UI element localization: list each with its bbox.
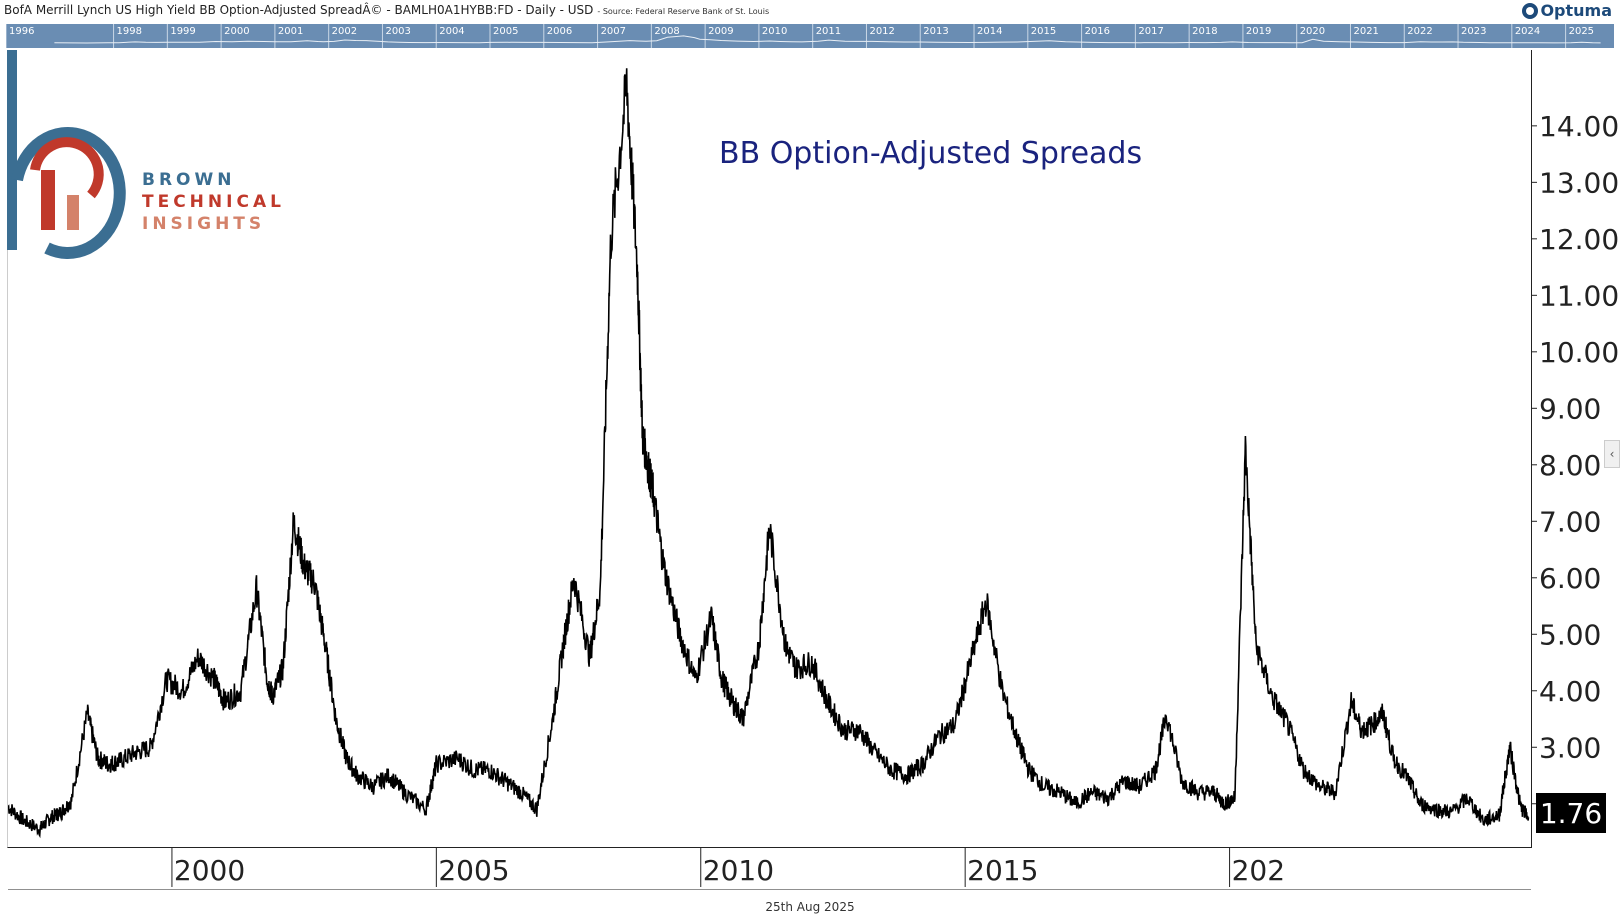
plot-area[interactable]: 14.00 13.00 12.00 11.00 10.00 9.00 8.00 7.00 6.0…	[7, 50, 1619, 890]
brand-logo: BROWN TECHNICAL INSIGHTS	[7, 50, 281, 270]
y-tick-label: 3.00	[1539, 731, 1601, 764]
overview-navigator[interactable]: 1996 1998 1999 2000 2001 2002 2003 2004 2005 2006…	[6, 24, 1614, 48]
series-line	[8, 68, 1530, 839]
overview-year-label: 2005	[493, 26, 518, 37]
overview-series-line	[54, 35, 1601, 44]
y-tick-label: 4.00	[1539, 675, 1601, 708]
overview-year-label: 2019	[1246, 26, 1271, 37]
overview-year-label: 2022	[1407, 26, 1432, 37]
overview-year-label: 2010	[762, 26, 787, 37]
overview-year-label: 2013	[923, 26, 948, 37]
overview-year-label: 2012	[869, 26, 894, 37]
y-tick-label: 9.00	[1539, 392, 1601, 425]
overview-year-label: 2015	[1031, 26, 1056, 37]
security-title: BofA Merrill Lynch US High Yield BB Opti…	[4, 3, 769, 17]
y-tick-label: 12.00	[1539, 223, 1619, 256]
optuma-logo: Optuma	[1522, 1, 1612, 20]
overview-year-label: 1999	[170, 26, 195, 37]
overview-year-label: 2025	[1569, 26, 1594, 37]
collapse-panel-button[interactable]: ‹	[1604, 440, 1620, 468]
bti-logo-icon	[7, 50, 126, 259]
overview-year-label: 2014	[977, 26, 1002, 37]
overview-year-label: 2006	[547, 26, 572, 37]
x-tick-label: 202	[1232, 854, 1285, 887]
overview-year-label: 2017	[1138, 26, 1163, 37]
y-tick-label: 6.00	[1539, 562, 1601, 595]
logo-line-insights: INSIGHTS	[142, 214, 266, 234]
chart-header: BofA Merrill Lynch US High Yield BB Opti…	[0, 0, 1620, 22]
y-tick-label: 13.00	[1539, 166, 1619, 199]
overview-year-label: 2001	[278, 26, 303, 37]
logo-line-brown: BROWN	[142, 170, 236, 190]
optuma-icon	[1522, 2, 1539, 19]
overview-year-label: 2023	[1461, 26, 1486, 37]
overview-year-label: 2004	[439, 26, 464, 37]
x-tick-label: 2005	[438, 854, 509, 887]
y-tick-label: 5.00	[1539, 618, 1601, 651]
y-tick-label: 10.00	[1539, 336, 1619, 369]
optuma-brand-text: Optuma	[1540, 1, 1612, 20]
data-source: - Source: Federal Reserve Bank of St. Lo…	[597, 7, 770, 16]
overview-year-label: 2002	[332, 26, 357, 37]
overview-year-label: 2000	[224, 26, 249, 37]
chart-date: 25th Aug 2025	[765, 900, 855, 914]
overview-year-label: 2024	[1515, 26, 1540, 37]
price-chart[interactable]: 14.00 13.00 12.00 11.00 10.00 9.00 8.00 7.00 6.0…	[8, 50, 1620, 890]
chevron-left-icon: ‹	[1609, 447, 1615, 461]
overview-year-label: 2020	[1300, 26, 1325, 37]
x-tick-label: 2010	[703, 854, 774, 887]
chart-title: BB Option-Adjusted Spreads	[719, 136, 1143, 171]
logo-line-technical: TECHNICAL	[142, 192, 285, 212]
overview-year-label: 2009	[708, 26, 733, 37]
last-value-badge: 1.76	[1536, 793, 1606, 833]
y-tick-label: 11.00	[1539, 279, 1619, 312]
x-tick-label: 2015	[967, 854, 1038, 887]
overview-year-label: 2003	[385, 26, 410, 37]
overview-year-label: 2011	[816, 26, 841, 37]
security-title-text: BofA Merrill Lynch US High Yield BB Opti…	[4, 3, 594, 17]
overview-year-label: 1998	[117, 26, 142, 37]
y-tick-label: 14.00	[1539, 110, 1619, 143]
y-tick-label: 8.00	[1539, 449, 1601, 482]
overview-strip[interactable]: 1996 1998 1999 2000 2001 2002 2003 2004 2005 2006…	[6, 24, 1614, 48]
x-tick-label: 2000	[174, 854, 245, 887]
overview-year-label: 2018	[1192, 26, 1217, 37]
overview-year-label: 1996	[9, 26, 34, 37]
overview-year-label: 2007	[601, 26, 626, 37]
y-tick-label: 7.00	[1539, 505, 1601, 538]
overview-year-label: 2016	[1085, 26, 1110, 37]
overview-year-label: 2021	[1353, 26, 1378, 37]
overview-year-label: 2008	[654, 26, 679, 37]
